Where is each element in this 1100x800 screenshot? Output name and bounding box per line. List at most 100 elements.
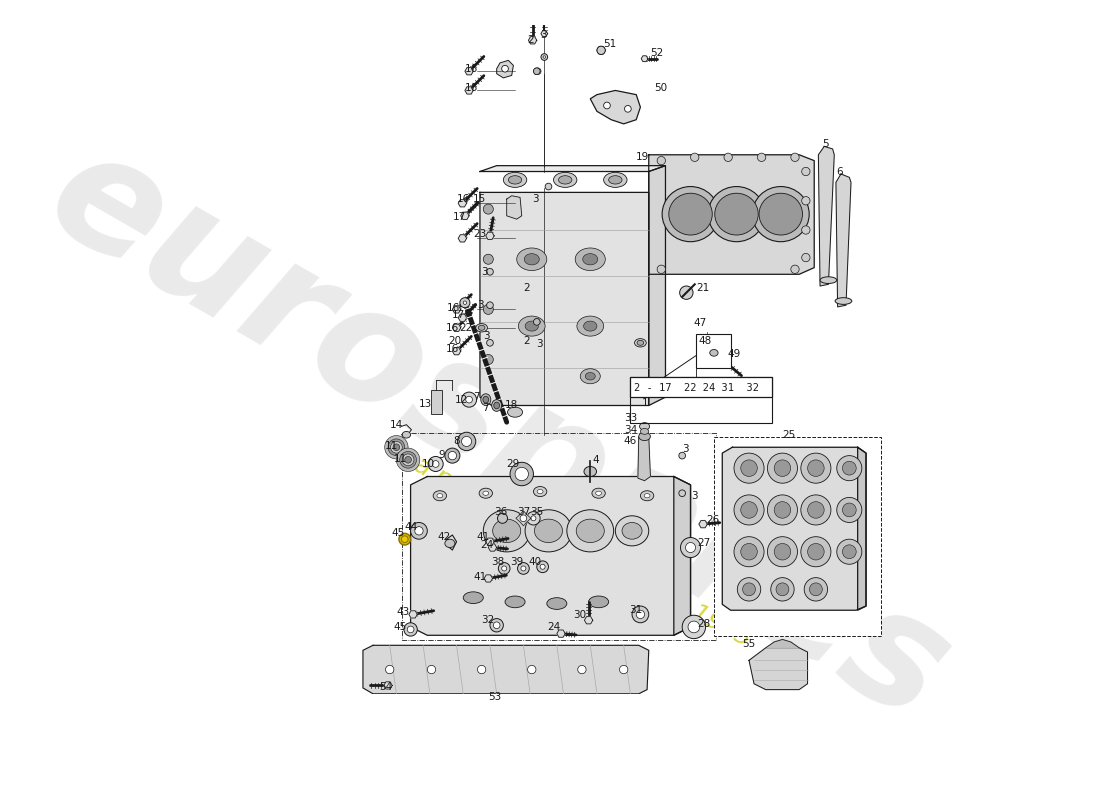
Ellipse shape: [583, 254, 597, 265]
Circle shape: [534, 318, 540, 326]
Circle shape: [534, 68, 540, 74]
Circle shape: [477, 666, 486, 674]
Circle shape: [604, 102, 611, 109]
Circle shape: [807, 543, 824, 560]
Polygon shape: [497, 60, 514, 78]
Text: 3: 3: [483, 331, 490, 341]
Text: 11: 11: [394, 454, 407, 464]
Text: 20: 20: [448, 336, 461, 346]
Circle shape: [774, 502, 791, 518]
Circle shape: [448, 451, 456, 460]
Text: 26: 26: [706, 515, 719, 525]
Circle shape: [768, 453, 798, 483]
Polygon shape: [641, 56, 648, 62]
Text: 9: 9: [438, 450, 444, 460]
Ellipse shape: [576, 316, 604, 336]
Ellipse shape: [399, 534, 410, 545]
Circle shape: [405, 457, 411, 463]
Ellipse shape: [483, 510, 530, 552]
Polygon shape: [723, 447, 866, 610]
Text: 7: 7: [482, 403, 488, 413]
Ellipse shape: [710, 350, 718, 356]
Text: 36: 36: [494, 507, 507, 518]
Ellipse shape: [517, 248, 547, 270]
Ellipse shape: [504, 172, 527, 187]
Circle shape: [521, 566, 526, 571]
Ellipse shape: [662, 186, 719, 242]
Polygon shape: [674, 477, 691, 635]
Circle shape: [679, 490, 685, 497]
Ellipse shape: [596, 491, 602, 495]
Circle shape: [527, 512, 540, 525]
Circle shape: [636, 610, 645, 618]
Circle shape: [537, 561, 549, 573]
Circle shape: [657, 265, 665, 274]
Text: 31: 31: [629, 606, 642, 615]
Circle shape: [843, 503, 856, 517]
Ellipse shape: [437, 494, 443, 498]
Circle shape: [742, 583, 756, 596]
Ellipse shape: [759, 194, 803, 235]
Circle shape: [737, 578, 761, 601]
Circle shape: [837, 539, 861, 564]
Text: 45: 45: [392, 528, 405, 538]
Polygon shape: [384, 682, 393, 689]
Ellipse shape: [576, 519, 604, 542]
Polygon shape: [409, 610, 417, 618]
Ellipse shape: [559, 176, 572, 184]
Circle shape: [734, 495, 764, 525]
Circle shape: [802, 197, 810, 205]
Circle shape: [540, 564, 546, 570]
Polygon shape: [480, 192, 649, 406]
Text: 41: 41: [473, 572, 486, 582]
Ellipse shape: [494, 402, 499, 409]
Text: 2: 2: [524, 336, 530, 346]
Text: 19: 19: [636, 152, 649, 162]
Ellipse shape: [505, 596, 525, 608]
Ellipse shape: [821, 277, 837, 283]
Polygon shape: [486, 232, 494, 239]
Polygon shape: [584, 617, 593, 624]
Text: 16: 16: [465, 64, 478, 74]
Ellipse shape: [640, 429, 649, 434]
Text: 3: 3: [536, 338, 542, 349]
Ellipse shape: [480, 488, 493, 498]
Text: 41: 41: [476, 532, 490, 542]
Polygon shape: [649, 166, 666, 406]
Circle shape: [682, 615, 705, 638]
Ellipse shape: [507, 407, 522, 417]
Polygon shape: [698, 521, 707, 528]
Circle shape: [680, 286, 693, 299]
Circle shape: [403, 454, 414, 466]
Polygon shape: [452, 306, 461, 313]
Polygon shape: [461, 212, 469, 219]
Circle shape: [385, 435, 408, 459]
Polygon shape: [488, 544, 497, 551]
Circle shape: [804, 578, 827, 601]
Text: 7: 7: [473, 392, 480, 402]
Text: 16: 16: [446, 322, 459, 333]
Circle shape: [531, 516, 536, 521]
Polygon shape: [480, 166, 666, 171]
Text: 53: 53: [488, 692, 502, 702]
Circle shape: [734, 453, 764, 483]
Circle shape: [625, 106, 631, 112]
Ellipse shape: [604, 172, 627, 187]
Circle shape: [791, 153, 800, 162]
Polygon shape: [528, 37, 537, 44]
Circle shape: [486, 302, 493, 309]
Circle shape: [462, 392, 476, 407]
Ellipse shape: [483, 254, 493, 264]
Polygon shape: [818, 146, 834, 286]
Text: 35: 35: [530, 507, 543, 518]
Ellipse shape: [535, 519, 562, 542]
Text: 25: 25: [782, 430, 795, 440]
Polygon shape: [638, 434, 650, 481]
Circle shape: [515, 467, 528, 481]
Circle shape: [428, 457, 443, 471]
Circle shape: [578, 666, 586, 674]
Circle shape: [791, 265, 800, 274]
Ellipse shape: [708, 186, 764, 242]
Polygon shape: [541, 30, 548, 37]
Text: 48: 48: [698, 336, 712, 346]
